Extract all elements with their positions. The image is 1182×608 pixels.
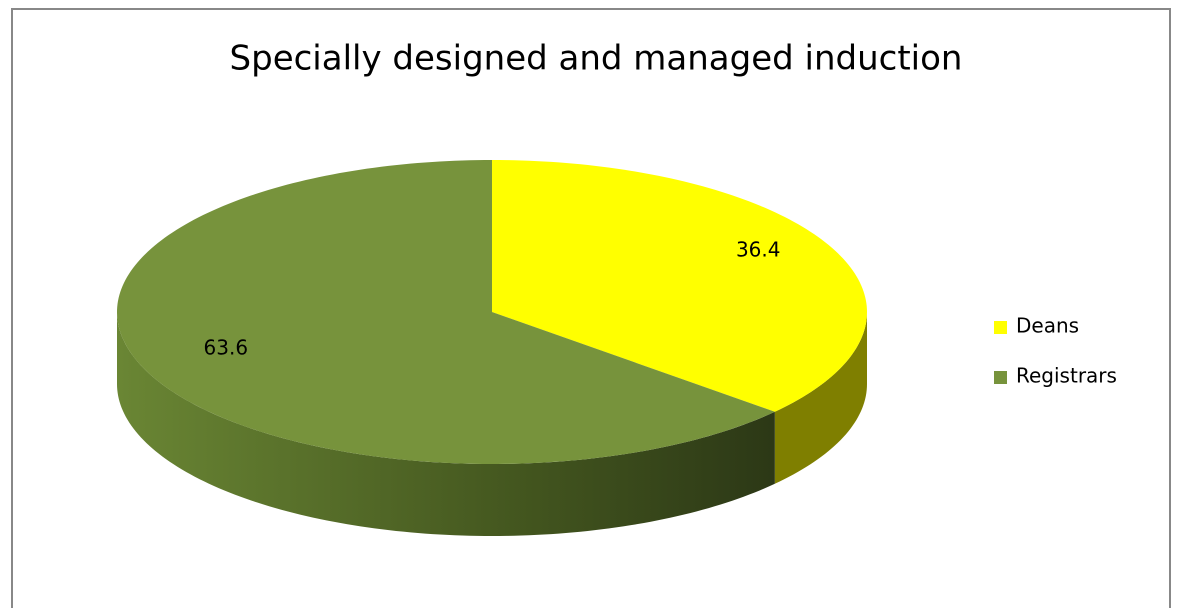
slice-side (117, 312, 775, 536)
legend-label: Registrars (1016, 364, 1117, 388)
slice (117, 160, 775, 464)
legend: Deans Registrars (994, 314, 1117, 388)
chart-border (11, 8, 1171, 608)
legend-swatch (994, 321, 1007, 334)
data-label: 36.4 (736, 237, 781, 261)
chart-title: Specially designed and managed induction (230, 39, 963, 79)
data-label: 63.6 (204, 336, 249, 360)
legend-swatch (994, 371, 1007, 384)
legend-label: Deans (1016, 314, 1079, 338)
slice (492, 160, 867, 412)
slice-side (774, 312, 867, 484)
